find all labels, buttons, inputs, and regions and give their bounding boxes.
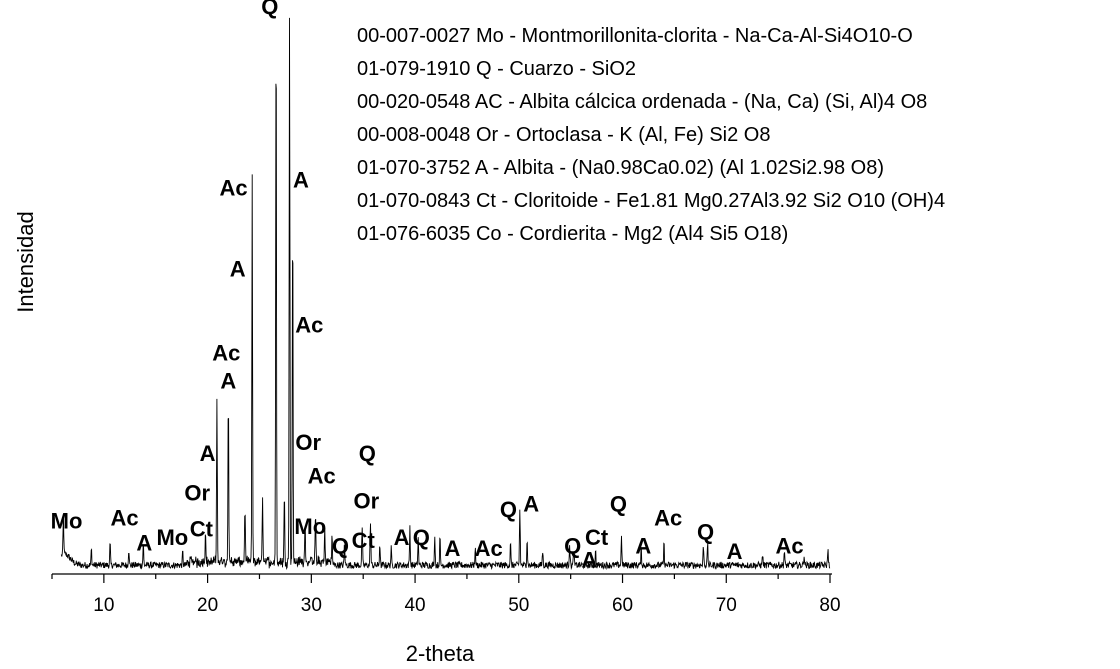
peak-label: Q [564,533,581,558]
peak-label: A [635,533,651,558]
peak-label: Q [359,441,376,466]
peak-label: Q [413,525,430,550]
peak-label: Q [500,497,517,522]
x-axis-label: 2-theta [406,641,475,666]
peak-label: Mo [294,514,326,539]
x-ticks: 10 20 30 40 50 60 70 80 [51,574,841,616]
peak-label: Mo [156,525,188,550]
peak-label: Ac [475,536,503,561]
peak-label: A [136,531,152,556]
peak-label: A [444,536,460,561]
peak-label: Ct [352,528,376,553]
diffraction-trace [60,17,831,571]
peak-label: Ac [111,505,139,530]
x-tick-label: 30 [301,595,322,616]
peak-label: A [293,167,309,192]
x-tick-label: 80 [819,595,840,616]
peak-label: A [727,539,743,564]
x-tick-label: 20 [197,595,218,616]
peak-label: Or [184,480,210,505]
x-tick-label: 70 [716,595,737,616]
legend-entry: 01-070-3752 A - Albita - (Na0.98Ca0.02) … [357,157,884,179]
peak-label: A [523,492,539,517]
legend-entry: 01-076-6035 Co - Cordierita - Mg2 (Al4 S… [357,223,788,245]
legend: 00-007-0027 Mo - Montmorillonita-clorita… [357,25,945,245]
peak-label: A [200,441,216,466]
peak-label: Mo [51,508,83,533]
legend-entry: 01-079-1910 Q - Cuarzo - SiO2 [357,58,636,80]
peak-label: Ac [775,533,803,558]
x-tick-label: 10 [93,595,114,616]
peak-label: Ct [190,517,214,542]
legend-entry: 00-007-0027 Mo - Montmorillonita-clorita… [357,25,913,47]
peak-label: Q [697,519,714,544]
x-tick-label: 60 [612,595,633,616]
peak-label: A [581,547,597,572]
peak-label: Ac [212,341,240,366]
peak-label: Q [610,492,627,517]
peak-label: Ac [295,313,323,338]
legend-entry: 00-008-0048 Or - Ortoclasa - K (Al, Fe) … [357,124,771,146]
x-tick-label: 40 [404,595,425,616]
legend-entry: 01-070-0843 Ct - Cloritoide - Fe1.81 Mg0… [357,190,945,212]
peak-label: Ac [308,464,336,489]
peak-label: Ct [585,525,609,550]
peak-label: Or [295,430,321,455]
peak-label: A [220,369,236,394]
peak-label: A [230,257,246,282]
y-axis-label: Intensidad [13,211,38,313]
legend-entry: 00-020-0548 AC - Albita cálcica ordenada… [357,91,927,113]
peak-label: Ac [654,505,682,530]
peak-label: Ac [219,176,247,201]
peak-label: Q [261,0,278,19]
peak-label: Q [332,533,349,558]
peak-label: Or [353,489,379,514]
x-tick-label: 50 [508,595,529,616]
peak-label: A [394,525,410,550]
